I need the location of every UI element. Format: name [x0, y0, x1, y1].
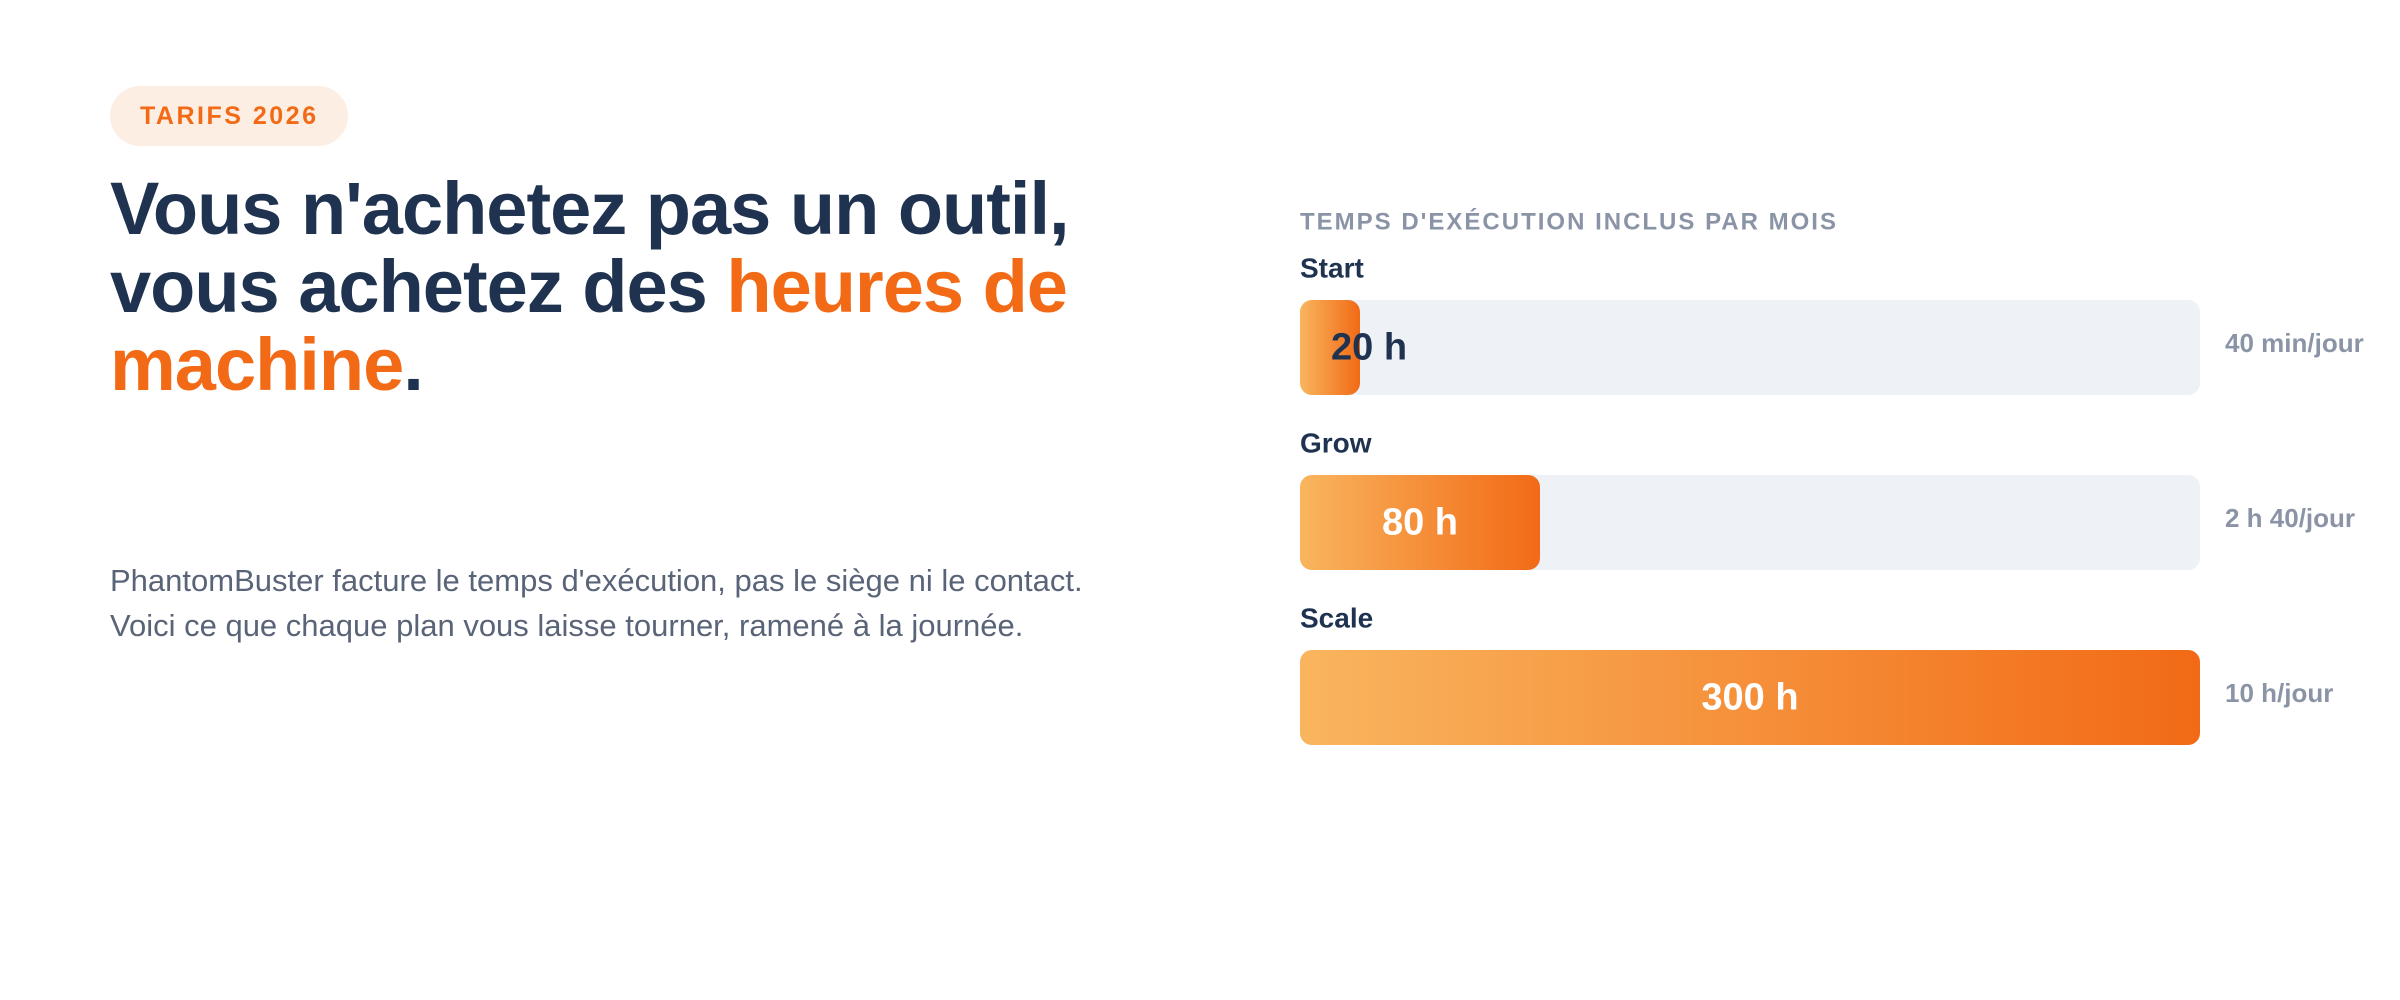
headline: Vous n'achetez pas un outil, vous achete… [110, 170, 1210, 404]
category-label: Grow [1300, 427, 1372, 458]
bar [1300, 650, 2200, 745]
bar [1300, 475, 1540, 570]
category-label: Scale [1300, 602, 1373, 633]
chart-title: TEMPS D'EXÉCUTION INCLUS PAR MOIS [1300, 207, 1838, 235]
value-label: 300 h [1701, 677, 1798, 719]
annotation: 10 h/jour [2225, 678, 2333, 708]
annotation: 40 min/jour [2225, 328, 2364, 358]
body-text: PhantomBuster facture le temps d'exécuti… [110, 563, 1083, 643]
headline-text: Vous n'achetez pas un outil, vous achete… [110, 167, 1070, 328]
headline-text: . [403, 323, 424, 406]
headline-accent: heures de machine [110, 245, 1068, 406]
badge: TARIFS 2026 [110, 86, 349, 146]
bar [1300, 300, 1360, 395]
annotation: 2 h 40/jour [2225, 503, 2355, 533]
bar-track [1300, 300, 2200, 395]
category-label: Start [1300, 252, 1364, 283]
value-label: 20 h [1331, 327, 1407, 369]
value-label: 80 h [1382, 502, 1458, 544]
